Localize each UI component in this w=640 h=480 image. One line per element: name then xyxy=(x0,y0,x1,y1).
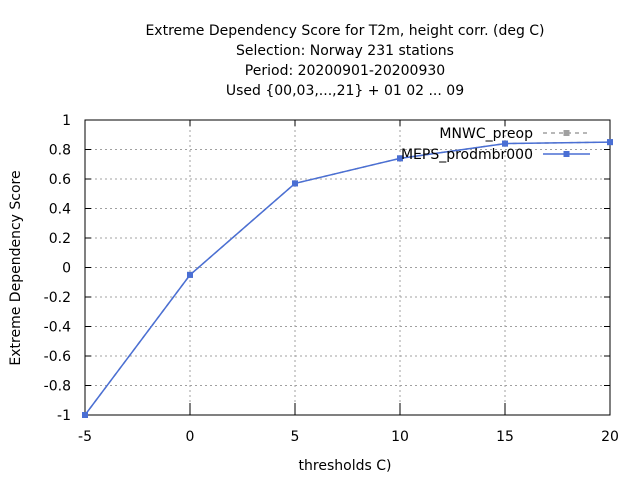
legend-label: MNWC_preop xyxy=(439,126,533,142)
ticks: -1 -0.8 -0.6 -0.4 -0.2 0 0.2 0.4 0.6 0.8 1 -5 0 5 10 15… xyxy=(44,113,619,445)
chart-title: Extreme Dependency Score for T2m, height… xyxy=(145,23,544,99)
series-point xyxy=(397,155,403,162)
series-line xyxy=(84,141,611,416)
legend-marker xyxy=(563,130,570,136)
x-tick-label: 0 xyxy=(186,429,195,445)
x-tick-label: 20 xyxy=(601,429,619,445)
x-tick-label: -5 xyxy=(78,429,92,445)
series-point xyxy=(82,412,88,418)
series xyxy=(82,139,613,418)
x-tick-label: 5 xyxy=(291,429,300,445)
y-tick-label: 0.8 xyxy=(49,143,71,159)
legend: MNWC_preop MEPS_prodmbr000 xyxy=(401,126,590,163)
y-tick-label: 1 xyxy=(62,113,71,129)
y-tick-label: 0.2 xyxy=(49,231,71,247)
series-point xyxy=(607,139,613,146)
title-line-1: Extreme Dependency Score for T2m, height… xyxy=(145,23,544,39)
series-line xyxy=(84,141,611,416)
y-tick-label: -0.4 xyxy=(44,320,71,336)
x-axis-label: thresholds C) xyxy=(299,458,392,474)
title-line-2: Selection: Norway 231 stations xyxy=(236,43,454,59)
title-line-4: Used {00,03,...,21} + 01 02 ... 09 xyxy=(226,83,464,99)
grid xyxy=(85,120,610,415)
y-tick-label: -0.2 xyxy=(44,290,71,306)
y-tick-label: 0.4 xyxy=(49,202,71,218)
y-tick-label: -0.8 xyxy=(44,379,71,395)
plot-frame xyxy=(84,119,611,416)
legend-marker xyxy=(563,151,570,157)
y-tick-label: 0.6 xyxy=(49,172,71,188)
title-line-3: Period: 20200901-20200930 xyxy=(245,63,445,79)
series-point xyxy=(502,140,508,147)
legend-label: MEPS_prodmbr000 xyxy=(401,147,533,163)
y-tick-label: -0.6 xyxy=(44,349,71,365)
y-tick-label: 0 xyxy=(62,261,71,277)
y-axis-label: Extreme Dependency Score xyxy=(8,170,24,365)
series-point xyxy=(292,180,298,187)
series-point xyxy=(187,271,193,278)
x-tick-label: 15 xyxy=(496,429,514,445)
y-tick-label: -1 xyxy=(57,408,71,424)
x-tick-label: 10 xyxy=(391,429,409,445)
